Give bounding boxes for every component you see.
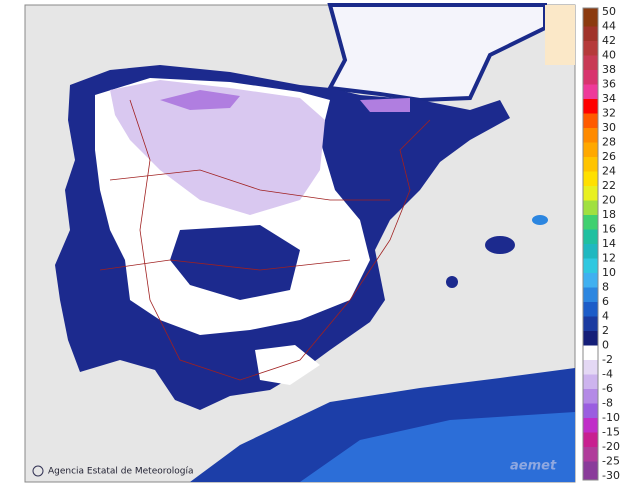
very-cold-area bbox=[110, 80, 325, 215]
legend-label: 42 bbox=[602, 34, 616, 47]
legend-swatch bbox=[583, 113, 598, 128]
legend-label: 24 bbox=[602, 165, 616, 178]
legend-label: 12 bbox=[602, 252, 616, 265]
border bbox=[109, 169, 390, 201]
legend-label: 36 bbox=[602, 78, 616, 91]
land bbox=[55, 2, 575, 482]
legend-swatch bbox=[583, 432, 598, 447]
legend-label: 44 bbox=[602, 20, 616, 33]
legend-label: -2 bbox=[602, 353, 613, 366]
legend-swatch bbox=[583, 215, 598, 230]
legend-swatch bbox=[583, 287, 598, 302]
legend-swatch bbox=[583, 302, 598, 317]
legend-label: -8 bbox=[602, 397, 613, 410]
legend-label: 2 bbox=[602, 324, 609, 337]
france-east bbox=[545, 5, 575, 65]
legend-label: -15 bbox=[602, 426, 620, 439]
coldest-area bbox=[160, 90, 240, 110]
legend-swatch bbox=[583, 331, 598, 346]
legend-label: 50 bbox=[602, 5, 616, 18]
legend-swatch bbox=[583, 316, 598, 331]
menorca bbox=[532, 215, 548, 225]
legend-swatch bbox=[583, 157, 598, 172]
legend-swatch bbox=[583, 258, 598, 273]
legend-label: -20 bbox=[602, 440, 620, 453]
legend-swatch bbox=[583, 389, 598, 404]
logo: aemet bbox=[510, 459, 557, 474]
legend-label: 20 bbox=[602, 194, 616, 207]
legend-label: -6 bbox=[602, 382, 613, 395]
legend-label: -25 bbox=[602, 455, 620, 468]
credit: Agencia Estatal de Meteorología bbox=[48, 467, 194, 477]
legend-label: -10 bbox=[602, 411, 620, 424]
legend-label: 14 bbox=[602, 237, 616, 250]
legend-frame bbox=[582, 7, 599, 481]
legend-label: 4 bbox=[602, 310, 609, 323]
legend-label: 32 bbox=[602, 107, 616, 120]
legend-swatch bbox=[583, 403, 598, 418]
legend-label: 10 bbox=[602, 266, 616, 279]
legend: 5044424038363432302826242220181614121086… bbox=[582, 5, 620, 482]
legend-swatch bbox=[583, 244, 598, 259]
legend-label: 8 bbox=[602, 281, 609, 294]
legend-label: 22 bbox=[602, 179, 616, 192]
legend-label: -30 bbox=[602, 469, 620, 482]
legend-label: 0 bbox=[602, 339, 609, 352]
legend-swatch bbox=[583, 186, 598, 201]
legend-swatch bbox=[583, 55, 598, 70]
legend-swatch bbox=[583, 99, 598, 114]
legend-swatch bbox=[583, 360, 598, 375]
legend-swatch bbox=[583, 84, 598, 99]
pyrenees bbox=[360, 98, 410, 112]
legend-swatch bbox=[583, 476, 598, 480]
legend-swatch bbox=[583, 8, 598, 27]
legend-label: 38 bbox=[602, 63, 616, 76]
legend-label: 40 bbox=[602, 49, 616, 62]
africa-coast bbox=[300, 412, 575, 482]
legend-swatch bbox=[583, 345, 598, 360]
legend-label: 26 bbox=[602, 150, 616, 163]
legend-label: -4 bbox=[602, 368, 613, 381]
legend-swatch bbox=[583, 41, 598, 56]
ibiza bbox=[446, 276, 458, 288]
legend-label: 6 bbox=[602, 295, 609, 308]
legend-swatch bbox=[583, 26, 598, 41]
legend-label: 30 bbox=[602, 121, 616, 134]
mallorca bbox=[485, 236, 515, 254]
mild-area bbox=[170, 225, 300, 300]
legend-swatch bbox=[583, 200, 598, 215]
legend-swatch bbox=[583, 142, 598, 157]
legend-label: 34 bbox=[602, 92, 616, 105]
legend-label: 28 bbox=[602, 136, 616, 149]
legend-swatch bbox=[583, 418, 598, 433]
border bbox=[129, 99, 431, 381]
border bbox=[99, 259, 351, 271]
legend-swatch bbox=[583, 171, 598, 186]
legend-swatch bbox=[583, 70, 598, 85]
legend-swatch bbox=[583, 229, 598, 244]
copyright-icon bbox=[32, 465, 44, 477]
legend-swatch bbox=[583, 273, 598, 288]
legend-swatch bbox=[583, 461, 598, 476]
legend-swatch bbox=[583, 447, 598, 462]
legend-label: 16 bbox=[602, 223, 616, 236]
legend-label: 18 bbox=[602, 208, 616, 221]
legend-swatch bbox=[583, 128, 598, 143]
legend-swatch bbox=[583, 374, 598, 389]
